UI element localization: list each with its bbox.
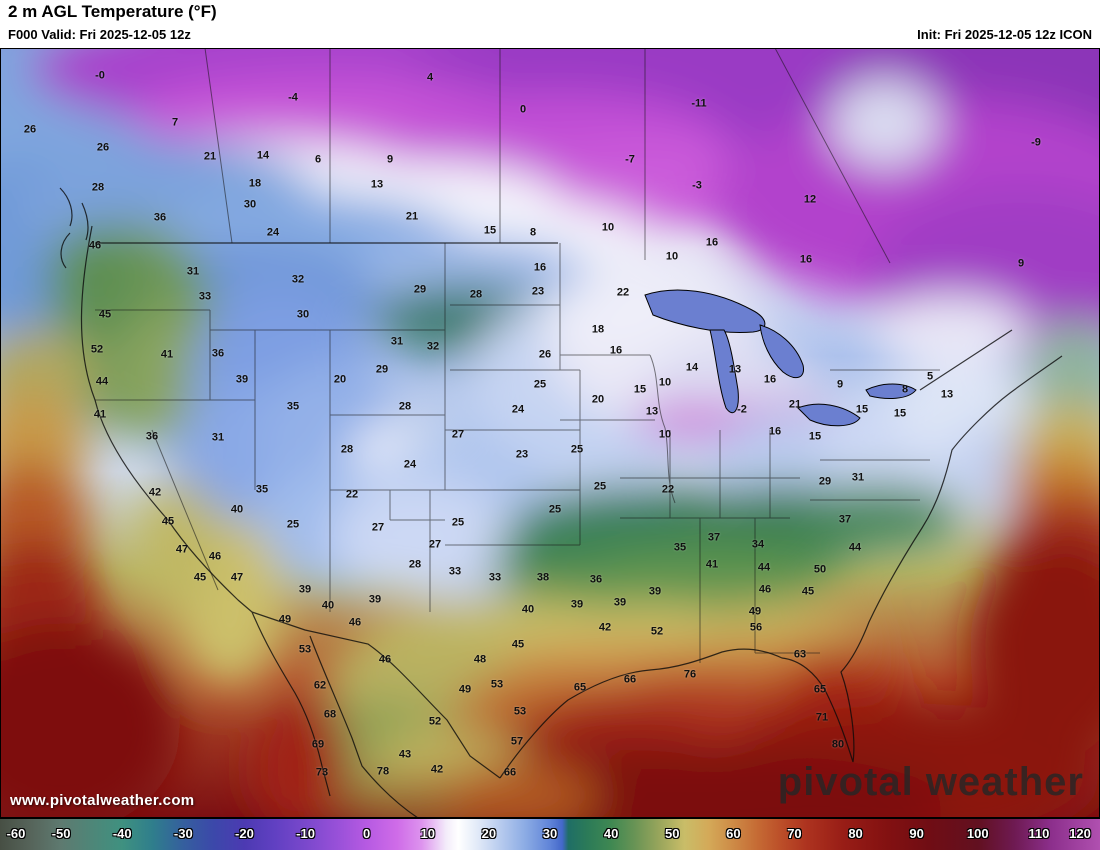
colorbar-tick: 20: [481, 826, 497, 841]
colorbar-tick: -40: [112, 826, 132, 841]
weather-map-canvas: [0, 48, 1100, 818]
great-lakes: [644, 289, 917, 427]
temperature-field: [0, 48, 1100, 818]
province-borders: [204, 48, 891, 264]
colorbar-tick: 80: [848, 826, 863, 841]
colorbar-tick: 110: [1028, 826, 1050, 841]
watermark-logo: pivotal weather: [777, 760, 1084, 804]
colorbar-tick: 120: [1069, 826, 1091, 841]
header-bar: 2 m AGL Temperature (°F) F000 Valid: Fri…: [0, 0, 1100, 48]
colorbar-tick: 40: [603, 826, 619, 841]
coastline-borders: [59, 187, 1063, 818]
watermark-url: www.pivotalweather.com: [10, 792, 195, 809]
colorbar-tick: 10: [420, 826, 435, 841]
weather-map: [0, 48, 1100, 818]
colorbar-tick: -30: [173, 826, 193, 841]
colorbar-tick: -10: [296, 826, 315, 841]
valid-time-label: F000 Valid: Fri 2025-12-05 12z: [8, 27, 191, 42]
colorbar-tick: -60: [6, 826, 26, 841]
colorbar-tick: -50: [51, 826, 71, 841]
colorbar-tick: 0: [363, 826, 371, 841]
colorbar-tick: 50: [664, 826, 680, 841]
colorbar-tick: 90: [909, 826, 924, 841]
colorbar-tick: 70: [787, 826, 802, 841]
init-time-label: Init: Fri 2025-12-05 12z ICON: [917, 27, 1092, 42]
colorbar-tick: 60: [726, 826, 741, 841]
state-borders: [95, 243, 940, 663]
colorbar: -60 -50 -40 -30 -20 -10 0 10 20 30 40 50 60 70 80 90 100…: [0, 818, 1100, 850]
colorbar-tick: -20: [235, 826, 254, 841]
colorbar-tick: 100: [966, 826, 989, 841]
colorbar-tick: 30: [542, 826, 558, 841]
page-title: 2 m AGL Temperature (°F): [8, 2, 217, 21]
